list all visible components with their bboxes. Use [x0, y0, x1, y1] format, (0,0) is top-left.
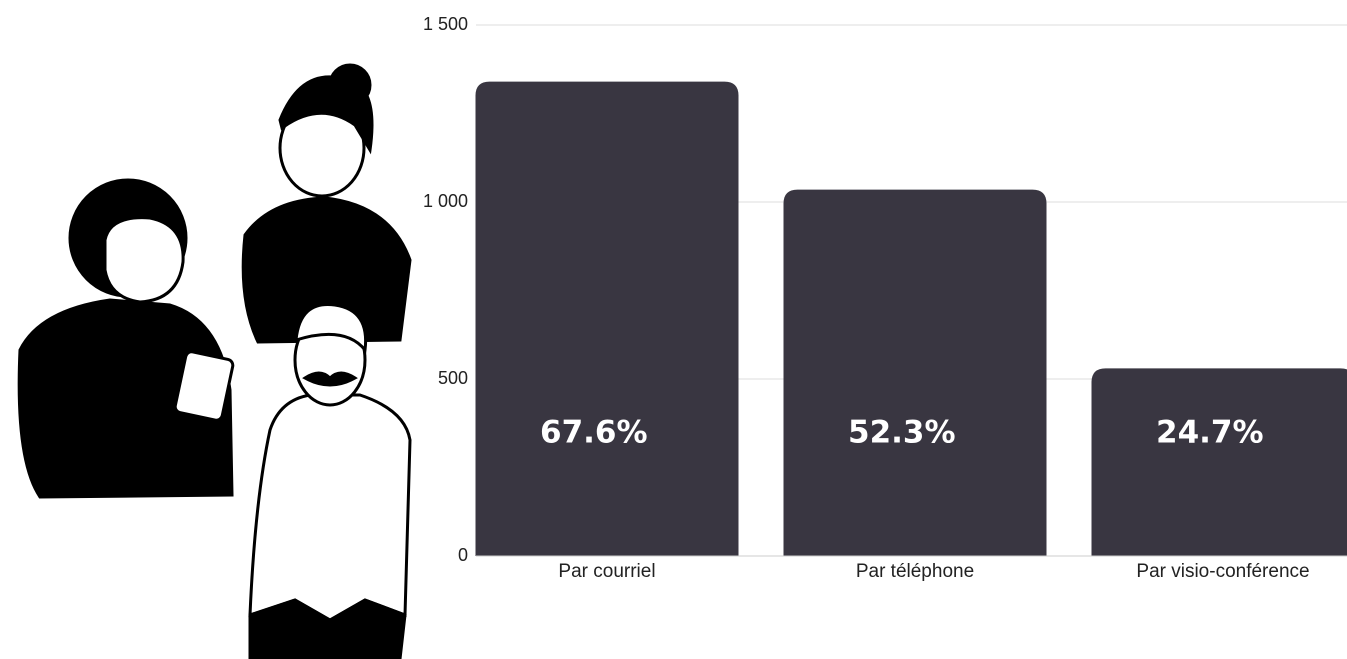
- moustache: [302, 371, 358, 387]
- phone: [173, 350, 235, 422]
- bar-label: 52.3%: [848, 415, 956, 451]
- bar: [1091, 368, 1347, 556]
- figure-body: [17, 298, 234, 499]
- figure-legs: [248, 598, 407, 659]
- x-tick-label: Par téléphone: [856, 561, 974, 582]
- x-tick-label: Par visio-conférence: [1136, 561, 1309, 582]
- figure-hair: [294, 302, 368, 354]
- figure-shirt: [248, 393, 412, 622]
- illustration: [17, 63, 412, 659]
- bar-label: 67.6%: [540, 415, 648, 451]
- figure-hair: [328, 63, 372, 107]
- figure-body: [241, 196, 412, 344]
- figure-face: [103, 216, 185, 304]
- bar: [783, 189, 1047, 557]
- y-tick-label: 1 500: [423, 14, 468, 34]
- y-tick-label: 0: [458, 545, 468, 565]
- y-tick-label: 1 000: [423, 191, 468, 211]
- y-tick-label: 500: [438, 368, 468, 388]
- x-tick-label: Par courriel: [558, 561, 655, 582]
- bar: [475, 81, 739, 556]
- plot: 0 500 1 000 1 500 Par courriel 67.6% Par télép…: [423, 14, 1347, 582]
- bar-label: 24.7%: [1156, 415, 1264, 451]
